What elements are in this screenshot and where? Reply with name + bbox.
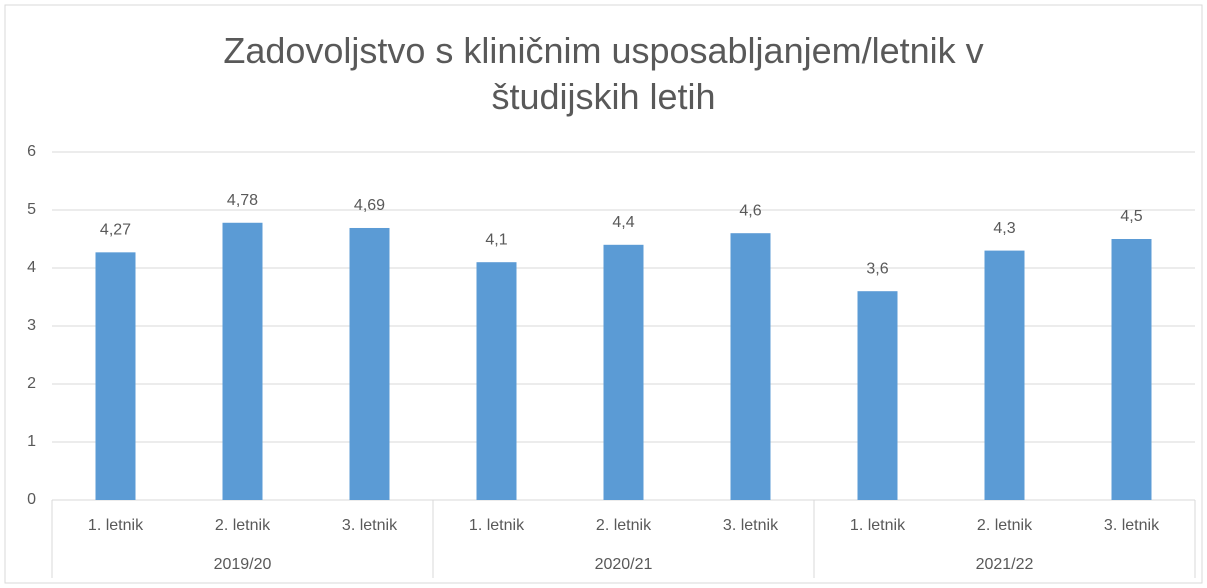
x-tick-label: 3. letnik [342, 517, 398, 534]
x-tick-label: 2. letnik [215, 517, 271, 534]
data-label: 4,69 [354, 197, 385, 214]
bar [984, 250, 1025, 500]
group-label: 2021/22 [976, 556, 1034, 573]
data-label: 4,27 [100, 222, 131, 239]
chart-title: Zadovoljstvo s kliničnim usposabljanjem/… [223, 30, 984, 117]
y-tick-label: 2 [27, 375, 36, 392]
x-tick-label: 1. letnik [469, 517, 525, 534]
bar [1111, 239, 1152, 500]
bar [730, 233, 771, 500]
data-label: 4,78 [227, 192, 258, 209]
bar [95, 252, 136, 500]
x-tick-label: 2. letnik [977, 517, 1033, 534]
bar [476, 262, 517, 500]
x-tick-label: 3. letnik [1104, 517, 1160, 534]
data-label: 4,5 [1120, 208, 1142, 225]
y-tick-label: 3 [27, 317, 36, 334]
data-label: 4,3 [993, 220, 1015, 237]
x-tick-label: 3. letnik [723, 517, 779, 534]
x-tick-label: 1. letnik [88, 517, 144, 534]
bar [222, 222, 263, 500]
group-label: 2019/20 [214, 556, 272, 573]
data-label: 3,6 [866, 260, 888, 277]
x-tick-label: 1. letnik [850, 517, 906, 534]
data-label: 4,4 [612, 214, 634, 231]
y-tick-label: 5 [27, 201, 36, 218]
bar [349, 227, 390, 501]
y-tick-label: 1 [27, 433, 36, 450]
chart-border [4, 4, 1203, 584]
y-tick-label: 4 [27, 259, 36, 276]
data-label: 4,6 [739, 202, 761, 219]
data-label: 4,1 [485, 231, 507, 248]
y-tick-label: 6 [27, 143, 36, 160]
x-tick-label: 2. letnik [596, 517, 652, 534]
y-tick-label: 0 [27, 491, 36, 508]
bar [857, 291, 898, 500]
group-label: 2020/21 [595, 556, 653, 573]
bar [603, 244, 644, 500]
